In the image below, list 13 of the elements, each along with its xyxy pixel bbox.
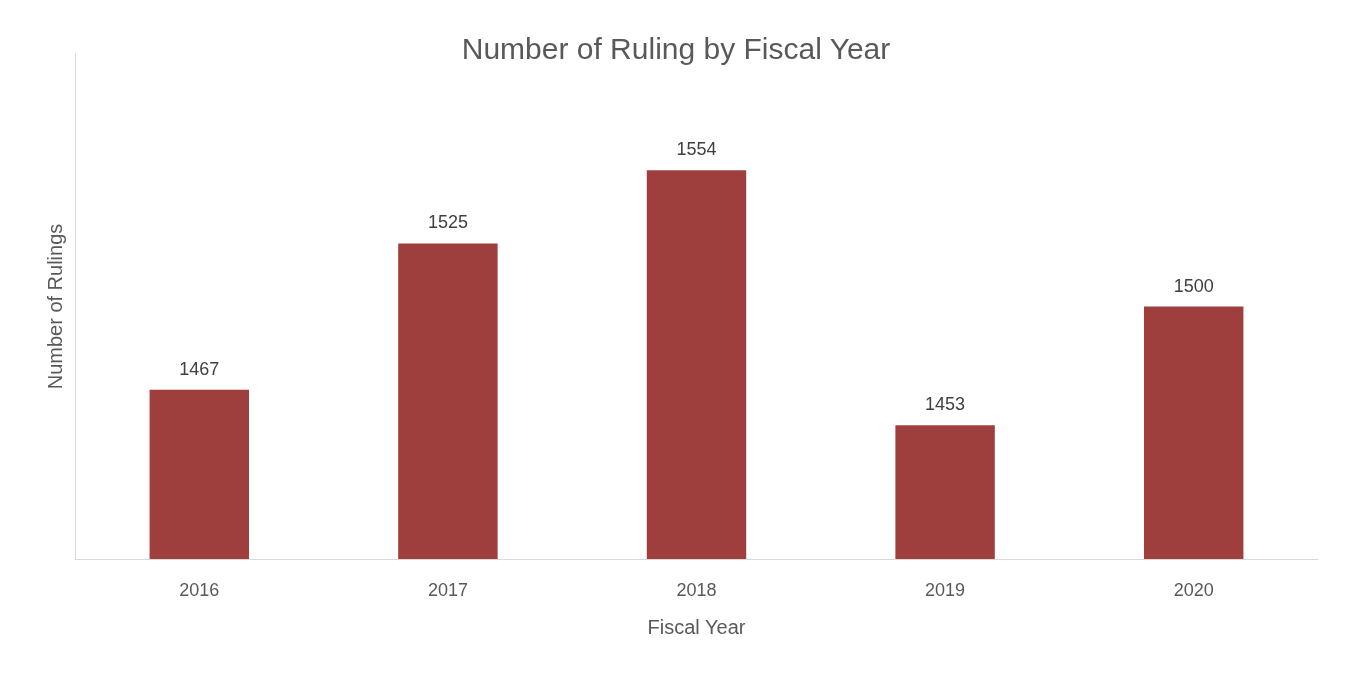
x-tick-label: 2016 [179, 580, 220, 600]
x-tick-label: 2017 [427, 580, 468, 600]
x-tick-label: 2019 [925, 580, 966, 600]
data-label: 1554 [676, 139, 717, 160]
y-axis-title: Number of Rulings [44, 223, 66, 390]
data-label: 1525 [427, 212, 468, 233]
data-label: 1453 [925, 394, 966, 415]
x-tick-label: 2018 [676, 580, 717, 600]
x-tick-label: 2020 [1173, 580, 1214, 600]
data-label: 1467 [179, 358, 220, 379]
data-label: 1500 [1173, 275, 1214, 296]
x-axis-title: Fiscal Year [647, 616, 746, 638]
chart-title: Number of Ruling by Fiscal Year [461, 31, 891, 65]
